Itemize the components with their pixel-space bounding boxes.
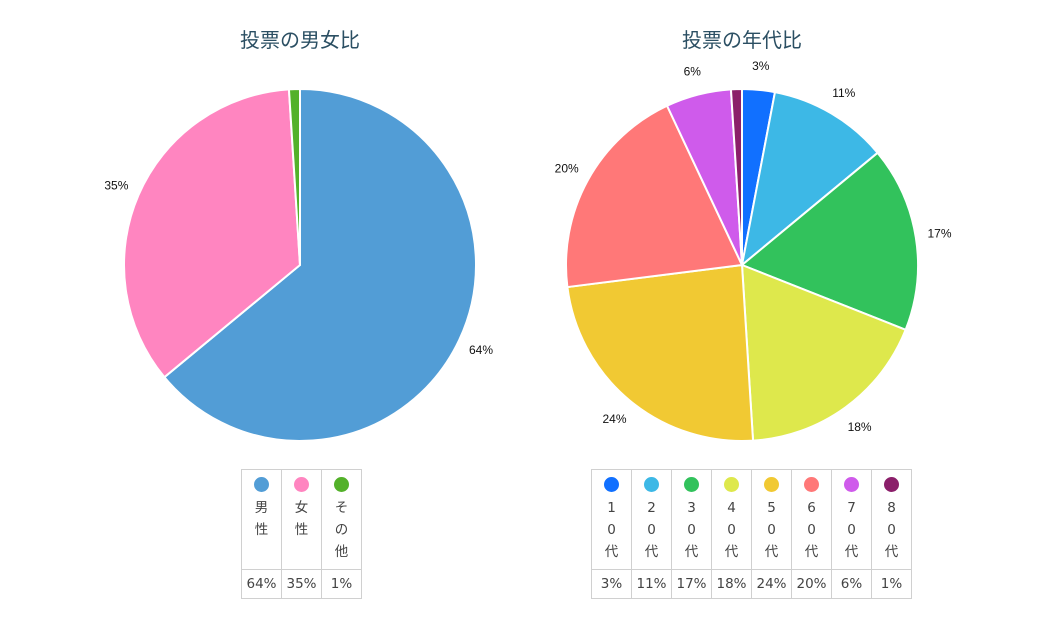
pie-slice[interactable] (163, 88, 477, 442)
legend-item[interactable]: その他 (321, 469, 362, 570)
slice-percent-label: 35% (104, 179, 128, 193)
legend-item[interactable]: 10代 (591, 469, 632, 570)
legend-value: 1% (871, 569, 912, 599)
legend-color-dot (644, 477, 659, 492)
legend-color-dot (804, 477, 819, 492)
legend-item[interactable]: 80代 (871, 469, 912, 570)
legend-label: 40代 (724, 500, 739, 560)
legend-color-dot (764, 477, 779, 492)
legend-label: 10代 (604, 500, 619, 560)
legend-value-row: 64% 35% 1% (241, 569, 362, 599)
legend-value: 20% (791, 569, 832, 599)
pie-slice[interactable] (729, 88, 743, 266)
legend-value: 18% (711, 569, 752, 599)
legend-value: 24% (751, 569, 792, 599)
legend-value: 6% (831, 569, 872, 599)
legend-label: 20代 (644, 500, 659, 560)
legend-color-dot (604, 477, 619, 492)
slice-percent-label: 20% (555, 162, 579, 176)
legend-value-row: 3% 11% 17% 18% 24% 20% 6% 1% (591, 569, 912, 599)
legend-color-dot (724, 477, 739, 492)
gender-legend: 男性 女性 その他 64% 35% 1% (241, 469, 362, 599)
slice-percent-label: 3% (752, 59, 770, 73)
age-pie: 3% 11% 17% 18% 24% 20% 6% (555, 59, 952, 442)
legend-value: 64% (241, 569, 282, 599)
legend-label: 70代 (844, 500, 859, 560)
age-legend: 10代 20代 30代 40代 50代 60代 70代 80代 3% 11% 17% 18% 24% 20… (591, 469, 912, 599)
slice-percent-label: 11% (832, 86, 855, 100)
chart-title: 投票の男女比 (240, 28, 360, 52)
legend-item[interactable]: 50代 (751, 469, 792, 570)
pie-slice[interactable] (287, 88, 301, 266)
legend-label: その他 (334, 500, 349, 560)
pie-slice[interactable] (565, 104, 743, 289)
legend-color-dot (334, 477, 349, 492)
pie-slice[interactable] (123, 88, 301, 379)
pie-slice[interactable] (566, 264, 755, 442)
legend-color-dot (294, 477, 309, 492)
legend-value: 1% (321, 569, 362, 599)
slice-percent-label: 64% (469, 343, 493, 357)
legend-item[interactable]: 男性 (241, 469, 282, 570)
age-chart: 投票の年代比 3% 11% 17% 18% 24% 20% 6% 10代 20代 30代 40代 5… (540, 0, 1044, 617)
legend-item[interactable]: 60代 (791, 469, 832, 570)
legend-label: 男性 (254, 500, 269, 538)
legend-label: 30代 (684, 500, 699, 560)
legend-label: 50代 (764, 500, 779, 560)
legend-item[interactable]: 70代 (831, 469, 872, 570)
chart-title: 投票の年代比 (682, 28, 802, 52)
legend-category-row: 10代 20代 30代 40代 50代 60代 70代 80代 (591, 469, 912, 570)
legend-item[interactable]: 女性 (281, 469, 322, 570)
legend-color-dot (884, 477, 899, 492)
slice-percent-label: 24% (602, 412, 626, 426)
gender-chart: 投票の男女比 64% 35% 男性 女性 その他 64% 35% 1% (104, 28, 493, 599)
legend-item[interactable]: 40代 (711, 469, 752, 570)
pie-slice[interactable] (741, 264, 907, 442)
legend-category-row: 男性 女性 その他 (241, 469, 362, 570)
slice-percent-label: 6% (684, 64, 702, 78)
legend-item[interactable]: 30代 (671, 469, 712, 570)
legend-label: 女性 (294, 500, 309, 538)
legend-color-dot (844, 477, 859, 492)
legend-label: 60代 (804, 500, 819, 560)
gender-pie: 64% 35% (104, 88, 493, 442)
legend-value: 35% (281, 569, 322, 599)
legend-label: 80代 (884, 500, 899, 560)
pie-slice[interactable] (741, 91, 879, 266)
legend-value: 3% (591, 569, 632, 599)
legend-color-dot (254, 477, 269, 492)
pie-slice[interactable] (741, 151, 919, 331)
slice-percent-label: 17% (927, 227, 951, 241)
legend-color-dot (684, 477, 699, 492)
legend-value: 11% (631, 569, 672, 599)
legend-value: 17% (671, 569, 712, 599)
slice-percent-label: 18% (848, 420, 872, 434)
legend-item[interactable]: 20代 (631, 469, 672, 570)
